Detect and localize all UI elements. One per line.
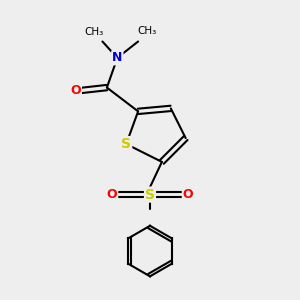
Text: O: O [106, 188, 117, 201]
Text: S: S [121, 137, 131, 151]
Text: N: N [112, 51, 122, 64]
Text: O: O [183, 188, 194, 201]
Text: CH₃: CH₃ [84, 27, 103, 37]
Text: S: S [145, 188, 155, 202]
Text: O: O [70, 84, 81, 97]
Text: CH₃: CH₃ [137, 26, 157, 36]
